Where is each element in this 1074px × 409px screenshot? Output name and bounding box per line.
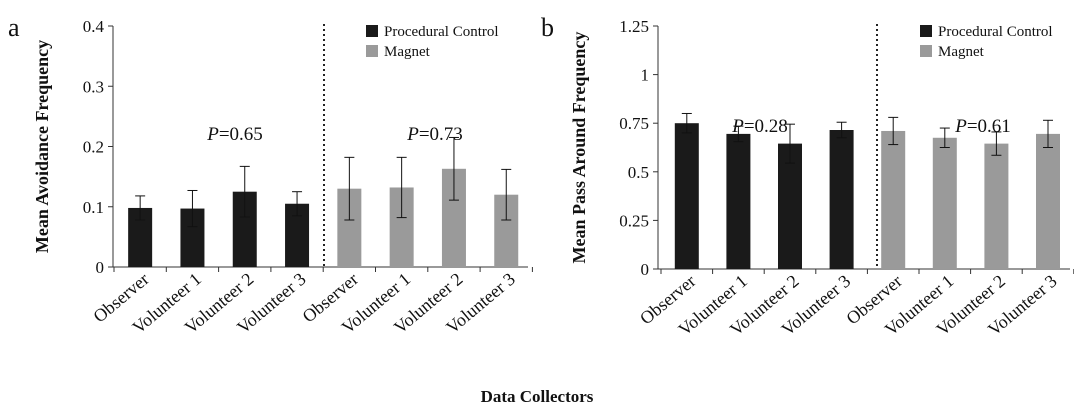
panel-b-bar	[881, 130, 906, 269]
panel-b-bar	[674, 123, 699, 269]
panel-b-p-value-label: P=0.28	[731, 116, 788, 137]
panel-b-bar	[829, 130, 854, 269]
panel-b-p-symbol: P	[731, 116, 744, 137]
panel-a-ytick-label: 0	[96, 258, 105, 277]
panel-a-p-value-label: P=0.65	[206, 124, 263, 145]
panel-a-ytick-label: 0.1	[83, 198, 104, 217]
panel-a-ytick-label: 0.4	[83, 17, 105, 36]
panel-a-p-symbol: P	[206, 124, 219, 145]
panel-a-p-symbol: P	[406, 124, 419, 145]
panel-a-p-value: =0.73	[419, 124, 463, 145]
panel-b-p-value-label: P=0.61	[954, 116, 1011, 137]
panel-b-bar	[1036, 133, 1060, 269]
panel-b-ytick-label: 0.5	[628, 163, 649, 182]
panel-b-ytick-label: 0.75	[619, 114, 649, 133]
panel-a-letter: a	[8, 13, 20, 42]
panel-b-p-value: =0.28	[744, 116, 788, 137]
panel-b-legend-swatch	[920, 25, 932, 37]
panel-b-bar	[932, 137, 957, 269]
panel-b-y-axis-title: Mean Pass Around Frequency	[569, 32, 589, 264]
panel-a-ytick-label: 0.2	[83, 138, 104, 157]
panel-b-p-symbol: P	[954, 116, 967, 137]
panel-a-legend-label: Procedural Control	[384, 24, 499, 40]
panel-b-legend-swatch	[920, 45, 932, 57]
panel-b-legend-label: Magnet	[938, 44, 985, 60]
panel-a-y-axis-title: Mean Avoidance Frequency	[32, 40, 52, 253]
panel-b-bar	[778, 143, 802, 269]
panel-a-p-value: =0.65	[219, 124, 263, 145]
panel-b-letter: b	[541, 13, 554, 42]
panel-b-ytick-label: 0	[641, 260, 650, 279]
panel-b-p-value: =0.61	[967, 116, 1011, 137]
panel-b-bar	[726, 133, 751, 269]
panel-a-legend-label: Magnet	[384, 44, 431, 60]
panel-a-ytick-label: 0.3	[83, 77, 104, 96]
panel-b-ytick-label: 1.25	[619, 17, 649, 36]
panel-a-p-value-label: P=0.73	[406, 124, 463, 145]
panel-a-legend-swatch	[366, 25, 378, 37]
panel-b-ytick-label: 0.25	[619, 211, 649, 230]
panel-b-bar	[984, 143, 1009, 269]
panel-b-ytick-label: 1	[641, 66, 650, 85]
x-axis-title: Data Collectors	[481, 387, 594, 406]
panel-a-legend-swatch	[366, 45, 378, 57]
panel-b-legend-label: Procedural Control	[938, 24, 1053, 40]
